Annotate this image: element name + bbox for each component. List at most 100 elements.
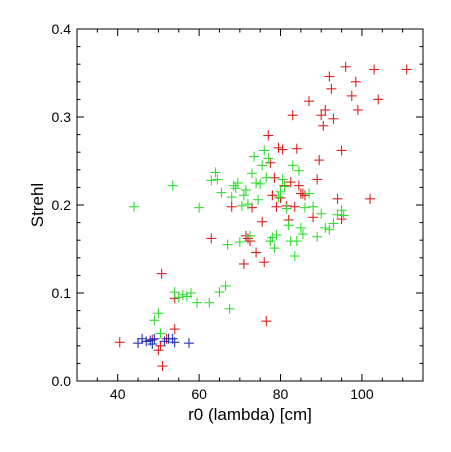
data-point xyxy=(224,303,235,314)
data-point xyxy=(293,180,304,191)
tick-labels: 40 60 80 100 0.0 0.1 0.2 0.3 0.4 xyxy=(52,21,374,402)
data-point xyxy=(177,289,188,300)
plot-frame xyxy=(76,28,424,382)
data-point xyxy=(336,205,347,216)
data-point xyxy=(287,110,298,121)
data-point xyxy=(156,268,167,279)
series-0 xyxy=(114,61,412,372)
data-point xyxy=(328,218,339,229)
data-point xyxy=(194,202,205,213)
data-point xyxy=(251,178,262,188)
data-point xyxy=(346,90,357,101)
data-point xyxy=(245,230,255,241)
data-point xyxy=(238,190,249,201)
data-point xyxy=(318,120,329,131)
data-point xyxy=(206,233,217,244)
data-point xyxy=(295,222,306,233)
data-point xyxy=(226,192,237,203)
data-point xyxy=(242,199,253,210)
data-point xyxy=(259,145,270,156)
data-point xyxy=(261,172,272,183)
data-point xyxy=(271,229,282,240)
data-point xyxy=(204,297,215,308)
data-point xyxy=(277,144,288,155)
x-tick-label: 80 xyxy=(273,386,289,402)
data-point xyxy=(267,190,278,201)
data-point xyxy=(230,183,241,194)
data-point xyxy=(167,180,178,191)
data-point xyxy=(299,190,310,201)
data-point xyxy=(271,201,282,212)
data-point xyxy=(304,188,315,199)
data-point xyxy=(320,104,331,115)
data-point xyxy=(308,201,319,212)
data-point xyxy=(141,336,152,347)
data-point xyxy=(210,167,221,178)
data-point xyxy=(373,94,384,105)
data-point xyxy=(169,337,180,348)
data-point xyxy=(212,174,223,185)
data-point xyxy=(114,337,125,348)
data-point xyxy=(304,96,315,107)
data-point xyxy=(173,292,184,303)
data-point xyxy=(249,151,260,162)
data-point xyxy=(214,287,225,298)
data-point xyxy=(320,222,331,233)
data-point xyxy=(312,231,323,242)
data-point xyxy=(324,71,335,82)
data-point xyxy=(316,208,327,219)
data-point xyxy=(332,209,343,220)
data-point xyxy=(291,143,302,154)
data-point xyxy=(273,192,284,203)
data-point xyxy=(324,224,335,235)
data-point xyxy=(155,340,166,351)
axis-ticks xyxy=(76,28,424,382)
data-point xyxy=(263,153,274,164)
y-tick-label: 0.2 xyxy=(52,197,72,213)
data-point xyxy=(291,236,302,247)
data-point xyxy=(133,338,144,349)
data-point xyxy=(257,160,268,171)
data-point xyxy=(149,315,160,326)
data-point xyxy=(216,187,227,198)
data-point xyxy=(226,201,237,212)
data-point xyxy=(183,338,194,349)
data-point xyxy=(308,212,319,223)
data-point xyxy=(261,316,272,327)
data-point xyxy=(247,168,258,179)
y-axis-label: Strehl xyxy=(28,183,47,227)
data-point xyxy=(369,64,380,75)
data-point xyxy=(192,297,203,308)
data-point xyxy=(169,287,180,298)
data-point xyxy=(220,280,231,291)
data-point xyxy=(236,200,247,211)
data-point xyxy=(137,333,148,344)
data-point xyxy=(352,104,363,115)
data-point xyxy=(275,186,286,197)
data-point xyxy=(240,185,251,196)
data-point xyxy=(185,288,196,298)
y-tick-label: 0.3 xyxy=(52,109,72,125)
data-point xyxy=(128,201,139,212)
data-point xyxy=(312,174,323,185)
data-points xyxy=(114,61,412,372)
data-point xyxy=(326,83,337,94)
data-point xyxy=(283,220,294,231)
data-point xyxy=(289,251,300,262)
data-point xyxy=(336,145,347,156)
data-point xyxy=(365,193,376,204)
data-point xyxy=(287,160,298,171)
data-point xyxy=(285,177,296,188)
data-point xyxy=(149,333,160,344)
data-point xyxy=(279,181,290,192)
data-point xyxy=(153,308,164,319)
data-point xyxy=(273,142,284,153)
data-point xyxy=(259,257,270,268)
data-point xyxy=(255,178,266,189)
data-point xyxy=(242,233,253,244)
data-point xyxy=(316,110,327,121)
data-point xyxy=(265,157,276,168)
data-point xyxy=(269,243,280,254)
data-point xyxy=(328,113,339,124)
